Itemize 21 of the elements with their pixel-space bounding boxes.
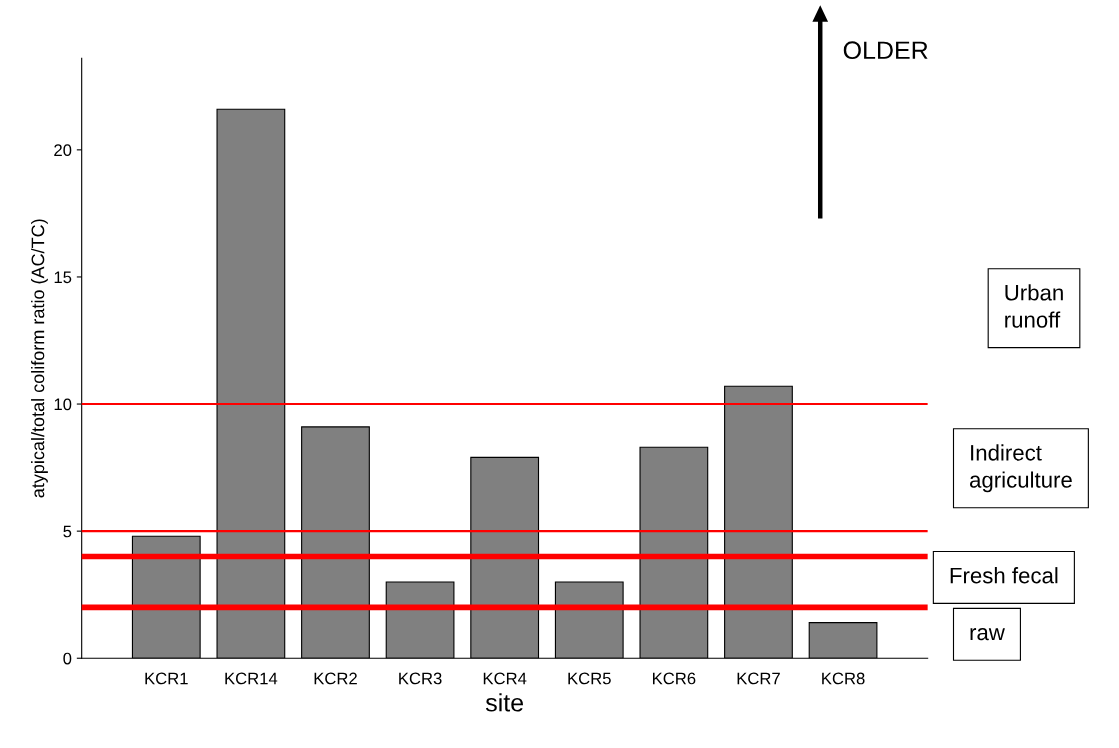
x-tick-label: KCR7	[737, 672, 780, 685]
x-tick-label: KCR14	[225, 672, 278, 685]
x-axis-title: site	[485, 693, 524, 712]
annotation: OLDER	[843, 41, 928, 60]
x-tick-label: KCR5	[568, 672, 611, 685]
text: Urban runoff	[1005, 284, 1063, 328]
y-tick-label: 0	[63, 652, 72, 665]
y-tick-label: 10	[54, 398, 72, 411]
y-axis-title: atypical/total coliform ratio (AC/TC)	[31, 219, 48, 498]
text: Fresh fecal	[950, 567, 1058, 584]
x-tick-label: KCR8	[822, 672, 865, 685]
y-tick-label: 5	[63, 525, 72, 538]
x-tick-label: KCR1	[145, 672, 188, 685]
text: raw	[970, 628, 1005, 641]
text: Indirect agriculture	[970, 444, 1072, 493]
x-tick-label: KCR3	[399, 672, 442, 685]
x-tick-label: KCR4	[483, 672, 527, 685]
x-tick-label: KCR2	[314, 672, 357, 685]
y-tick-label: 20	[54, 144, 72, 157]
x-tick-label: KCR6	[653, 672, 696, 685]
y-tick-label: 15	[54, 271, 72, 284]
